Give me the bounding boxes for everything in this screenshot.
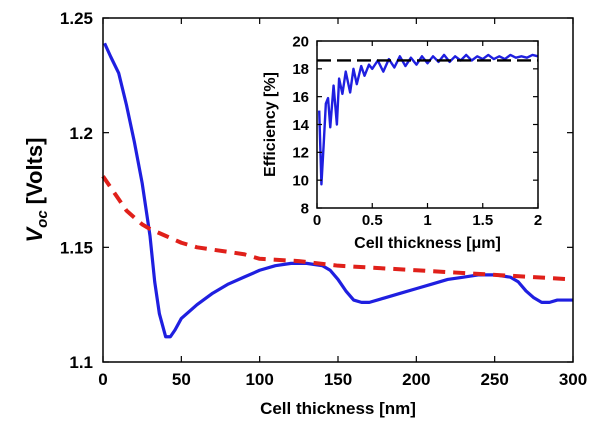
- main-x-tick-label: 150: [324, 370, 352, 389]
- inset-y-tick-label: 18: [292, 61, 309, 78]
- inset-y-axis-label: Efficiency [%]: [262, 72, 279, 177]
- main-series-line-1: [101, 175, 574, 282]
- main-y-axis-label-subscript: oc: [34, 210, 51, 228]
- main-x-axis-label: Cell thickness [nm]: [260, 399, 416, 418]
- inset-x-axis-label: Cell thickness [μm]: [354, 235, 501, 252]
- inset-y-tick-label: 16: [292, 89, 309, 106]
- inset-x-tick-label: 2: [534, 212, 542, 229]
- inset-y-tick-label: 14: [292, 117, 309, 134]
- inset-series-line-0: [318, 53, 539, 186]
- main-y-axis-label-symbol: V: [22, 226, 47, 243]
- main-x-tick-label: 200: [402, 370, 430, 389]
- inset-background: [258, 34, 545, 256]
- inset-series-group: [317, 53, 539, 186]
- main-y-tick-label: 1.1: [69, 353, 93, 372]
- inset-ticks: 0 0.5 1 1.5 2 8 10 12 14 16 18 20: [292, 33, 542, 229]
- inset-x-tick-label: 0: [313, 212, 321, 229]
- inset-y-tick-label: 20: [292, 33, 309, 50]
- main-y-tick-label: 1.15: [60, 238, 93, 257]
- main-y-tick-label: 1.25: [60, 9, 93, 28]
- main-x-tick-label: 250: [480, 370, 508, 389]
- main-y-tick-label: 1.2: [69, 124, 93, 143]
- inset-x-tick-label: 0.5: [362, 212, 383, 229]
- main-x-tick-label: 300: [559, 370, 587, 389]
- main-y-axis-label: Voc [Volts]: [22, 137, 51, 242]
- main-x-tick-label: 50: [172, 370, 191, 389]
- main-x-tick-label: 0: [98, 370, 107, 389]
- main-series-line-0: [103, 42, 573, 339]
- inset-plot: 0 0.5 1 1.5 2 8 10 12 14 16 18 20 Cell thickness [μ…: [258, 33, 545, 256]
- main-series-group: [101, 42, 574, 339]
- inset-y-tick-label: 10: [292, 173, 309, 190]
- inset-x-tick-label: 1: [423, 212, 431, 229]
- inset-y-tick-label: 12: [292, 145, 309, 162]
- main-y-axis-label-unit: [Volts]: [22, 137, 47, 204]
- inset-y-tick-label: 8: [301, 200, 309, 217]
- main-x-tick-label: 100: [245, 370, 273, 389]
- inset-x-tick-label: 1.5: [472, 212, 493, 229]
